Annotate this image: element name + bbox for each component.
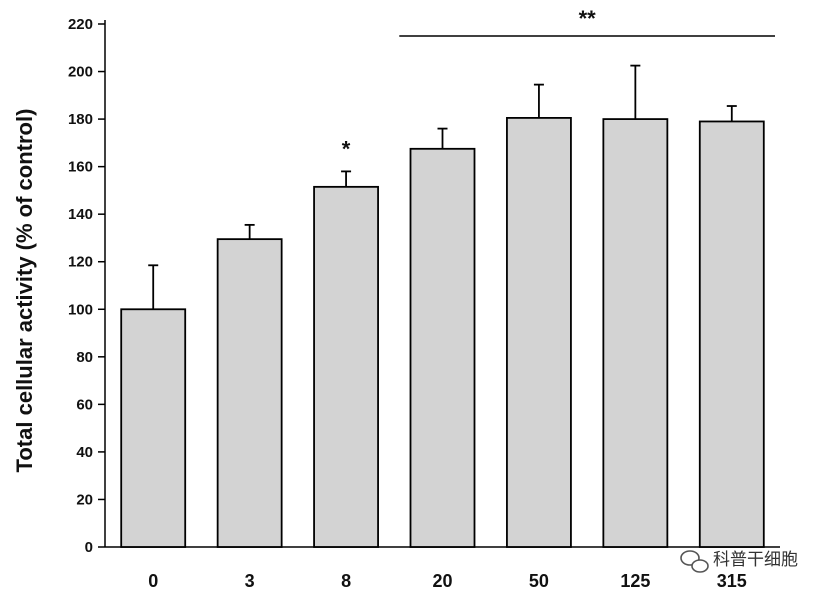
significance-star: * [342,136,351,161]
x-tick-label: 3 [245,571,255,591]
axes: 0 20 40 60 80 100 120 140 160 180 200 220 0 3 8 20 50 125… [68,16,780,591]
x-tick-label: 8 [341,571,351,591]
x-tick-label: 20 [432,571,452,591]
significance-stars: ** [579,6,597,31]
x-tick-label: 315 [717,571,747,591]
significance-annotations: *** [342,6,775,161]
wechat-icon [680,550,709,573]
x-tick-label: 125 [620,571,650,591]
y-tick-label: 160 [68,159,93,176]
x-tick-label: 0 [148,571,158,591]
bar [602,118,669,548]
x-tick-label: 50 [529,571,549,591]
y-tick-label: 180 [68,111,93,128]
y-tick-label: 140 [68,206,93,223]
bar [409,147,476,548]
watermark: 科普干细胞 [680,550,798,573]
y-tick-label: 60 [76,396,93,413]
bar [120,308,187,548]
bar [216,238,283,548]
y-tick-label: 40 [76,444,93,461]
y-axis-label-group: Total cellular activity (% of control) [12,109,37,473]
bar [313,185,379,548]
watermark-text: 科普干细胞 [713,550,798,570]
bars [120,64,765,548]
y-tick-label: 100 [68,301,93,318]
bar [698,120,765,548]
y-tick-label: 120 [68,254,93,271]
y-axis-label: Total cellular activity (% of control) [12,109,37,473]
y-tick-label: 200 [68,64,93,81]
y-tick-label: 80 [76,349,93,366]
y-tick-label: 220 [68,16,93,33]
y-tick-label: 20 [76,491,93,508]
bar [506,117,572,548]
y-tick-label: 0 [85,539,93,556]
